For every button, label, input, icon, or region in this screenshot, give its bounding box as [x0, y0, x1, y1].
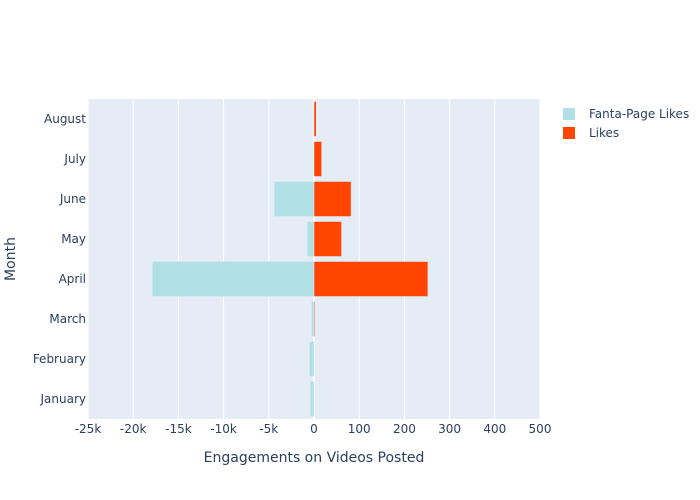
- bar-fanta-page-likes-january: [309, 381, 315, 417]
- x-tick-label: 500: [529, 422, 552, 436]
- y-tick-label: August: [44, 112, 86, 126]
- x-tick-label: -10k: [210, 422, 237, 436]
- bar-fanta-page-likes-june: [273, 181, 315, 217]
- bar-fanta-page-likes-february: [309, 341, 315, 377]
- bar-likes-july: [313, 141, 322, 177]
- legend-label: Likes: [589, 126, 619, 140]
- bar-likes-may: [313, 221, 342, 257]
- x-tick-label: 0: [310, 422, 318, 436]
- x-tick-label: -25k: [75, 422, 102, 436]
- y-tick-label: May: [61, 232, 86, 246]
- x-axis-title: Engagements on Videos Posted: [204, 450, 425, 466]
- bar-fanta-page-likes-april: [151, 261, 315, 297]
- x-tick-label: 200: [393, 422, 416, 436]
- y-tick-label: March: [49, 312, 86, 326]
- x-tick-label: -5k: [259, 422, 278, 436]
- legend-label: Fanta-Page Likes: [589, 107, 689, 121]
- y-axis-title: Month: [3, 237, 19, 281]
- y-tick-label: July: [63, 152, 86, 166]
- y-tick-label: January: [40, 392, 87, 406]
- bar-fanta-page-likes-march: [311, 301, 315, 337]
- bar-likes-april: [313, 261, 429, 297]
- y-tick-label: April: [59, 272, 86, 286]
- x-tick-label: 400: [483, 422, 506, 436]
- y-tick-label: June: [59, 192, 86, 206]
- x-tick-label: -20k: [120, 422, 147, 436]
- legend-swatch: [563, 127, 575, 139]
- x-tick-label: 100: [348, 422, 371, 436]
- bar-likes-august: [313, 101, 317, 137]
- x-tick-label: -15k: [165, 422, 192, 436]
- bar-likes-march: [313, 301, 316, 337]
- y-tick-label: February: [33, 352, 86, 366]
- legend-swatch: [563, 108, 575, 120]
- bar-likes-june: [313, 181, 352, 217]
- bar-fanta-page-likes-may: [306, 221, 315, 257]
- x-tick-label: 300: [438, 422, 461, 436]
